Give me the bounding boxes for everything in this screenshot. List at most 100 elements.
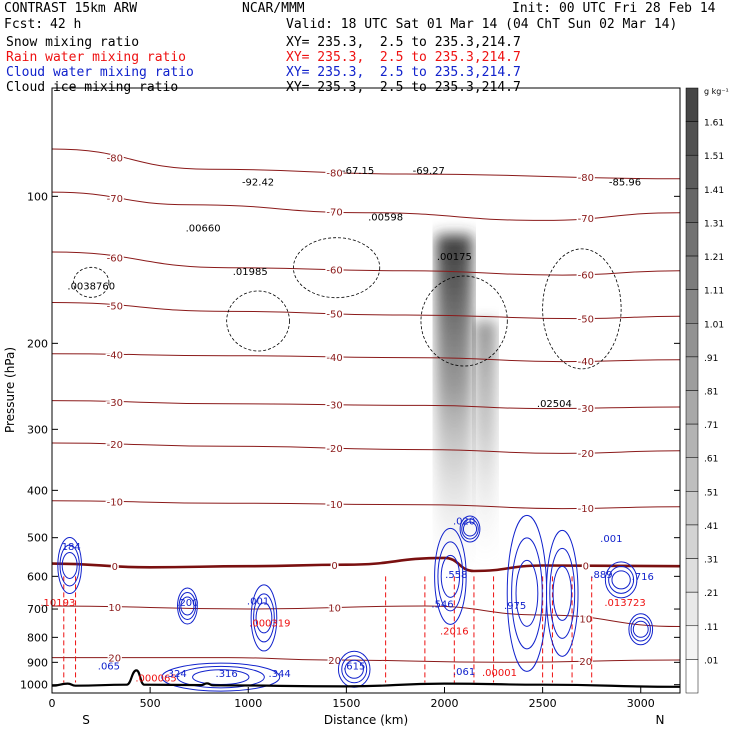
colorbar-bin [685, 625, 699, 660]
isotherm-label: -20 [326, 444, 342, 455]
colorbar-label: .61 [704, 455, 718, 465]
colorbar-bin [685, 457, 699, 492]
x-axis-north-label: N [656, 713, 665, 727]
isotherm-label: 10 [108, 603, 121, 614]
cloud-water-contour [61, 551, 78, 579]
cloud-water-max-label: .001 [600, 534, 622, 545]
isotherm-line [51, 605, 681, 627]
cloud-water-contour [632, 620, 649, 638]
forecast-label: Fcst: [4, 17, 44, 32]
cloud-water-contour [161, 662, 281, 692]
isotherm-label: 20 [108, 654, 121, 665]
field-snow-xy: XY= 235.3, 2.5 to 235.3,214.7 [286, 35, 521, 50]
field-max-label: .00175 [437, 252, 472, 263]
cloud-water-contour [440, 554, 461, 598]
colorbar-label: .31 [704, 556, 718, 566]
colorbar-label: .21 [704, 589, 718, 599]
colorbar-label: .41 [704, 522, 718, 532]
isotherm-label: -30 [578, 404, 594, 415]
isotherm-line [51, 251, 681, 276]
isotherm-label: -30 [326, 401, 342, 412]
cloud-water-contour [255, 602, 273, 634]
field-max-label: .02504 [537, 399, 572, 410]
isotherm-line [51, 556, 681, 573]
y-tick-label: 700 [27, 603, 48, 616]
x-tick-label: 0 [49, 697, 56, 710]
cloud-water-max-label: .316 [216, 669, 238, 680]
y-tick-label: 100 [27, 190, 48, 203]
rain-max-label: .00001 [482, 668, 517, 679]
init-time: Init: 00 UTC Fri 28 Feb 14 [512, 1, 716, 16]
colorbar-label: 1.61 [704, 119, 724, 129]
isotherm-label: -70 [107, 194, 123, 205]
cloud-water-contour [461, 518, 479, 540]
plot-frame [51, 87, 681, 694]
x-tick-label: 500 [140, 697, 161, 710]
colorbar-bin [685, 222, 699, 257]
isotherm-label: -20 [578, 449, 594, 460]
isotherm-label: -70 [578, 214, 594, 225]
y-tick-label: 300 [27, 423, 48, 436]
isotherm-label: -10 [326, 500, 342, 511]
colorbar-bin [685, 323, 699, 358]
colorbar-bin [685, 289, 699, 324]
colorbar-bin [685, 591, 699, 627]
isotherm-label: 0 [583, 562, 589, 573]
rain-max-label: .2016 [440, 627, 469, 638]
colorbar-label: .91 [704, 354, 718, 364]
isotherm-label: 20 [579, 657, 592, 668]
colorbar-bin [685, 524, 699, 559]
isotherm-line [51, 500, 681, 510]
y-tick-label: 1000 [20, 679, 48, 692]
isotherm-label: -60 [326, 266, 342, 277]
x-tick-label: 2500 [529, 697, 557, 710]
y-axis-label: Pressure (hPa) [3, 347, 17, 433]
colorbar-label: 1.21 [704, 253, 724, 263]
cloud-water-contour [437, 541, 464, 612]
colorbar-label: 1.51 [704, 152, 724, 162]
cloud-water-contour [177, 587, 198, 625]
field-max-label: -69.27 [413, 166, 445, 177]
rain-max-label: .000065 [135, 673, 176, 684]
colorbar-label: .71 [704, 421, 718, 431]
cloud-ice-contour [542, 248, 622, 370]
y-tick-label: 800 [27, 631, 48, 644]
cloud-water-max-label: .324 [165, 669, 187, 680]
field-snow-name: Snow mixing ratio [6, 35, 140, 50]
rain-max-label: .10193 [40, 598, 75, 609]
y-tick-label: 900 [27, 656, 48, 669]
cloud-water-contour [180, 596, 195, 616]
cloud-water-max-label: .558 [445, 570, 467, 581]
cloud-water-max-label: .184 [59, 542, 81, 553]
snow-mixing-ratio-shading [474, 320, 497, 562]
x-axis-south-label: S [82, 713, 90, 727]
colorbar-label: .81 [704, 388, 718, 398]
isotherm-label: -70 [326, 207, 342, 218]
colorbar-label: 1.01 [704, 320, 724, 330]
cloud-water-max-label: .001 [247, 596, 269, 607]
cloud-water-max-label: .200 [176, 598, 198, 609]
y-tick-label: 600 [27, 570, 48, 583]
x-tick-label: 2000 [431, 697, 459, 710]
cloud-water-max-label: .061 [453, 667, 475, 678]
org-name: NCAR/MMM [242, 1, 305, 16]
colorbar-bin [685, 423, 699, 458]
isotherm-line [51, 148, 681, 180]
field-max-label: -85.96 [609, 177, 641, 188]
isotherm-label: -10 [578, 504, 594, 515]
isotherm-label: -40 [326, 353, 342, 364]
field-max-label: .00660 [186, 223, 221, 234]
isotherm-label: 0 [112, 562, 118, 573]
isotherm-label: -40 [578, 357, 594, 368]
valid-time: Valid: 18 UTC Sat 01 Mar 14 (04 ChT Sun … [286, 17, 678, 32]
y-tick-label: 400 [27, 484, 48, 497]
cloud-water-contour [608, 565, 635, 594]
colorbar-label: 1.41 [704, 186, 724, 196]
colorbar-label: 1.11 [704, 287, 724, 297]
field-cloud-water-name: Cloud water mixing ratio [6, 65, 194, 80]
cloud-water-max-label: .546 [431, 600, 453, 611]
cloud-ice-contour [292, 237, 381, 299]
isotherm-label: -60 [107, 254, 123, 265]
isotherm-line [51, 657, 681, 663]
